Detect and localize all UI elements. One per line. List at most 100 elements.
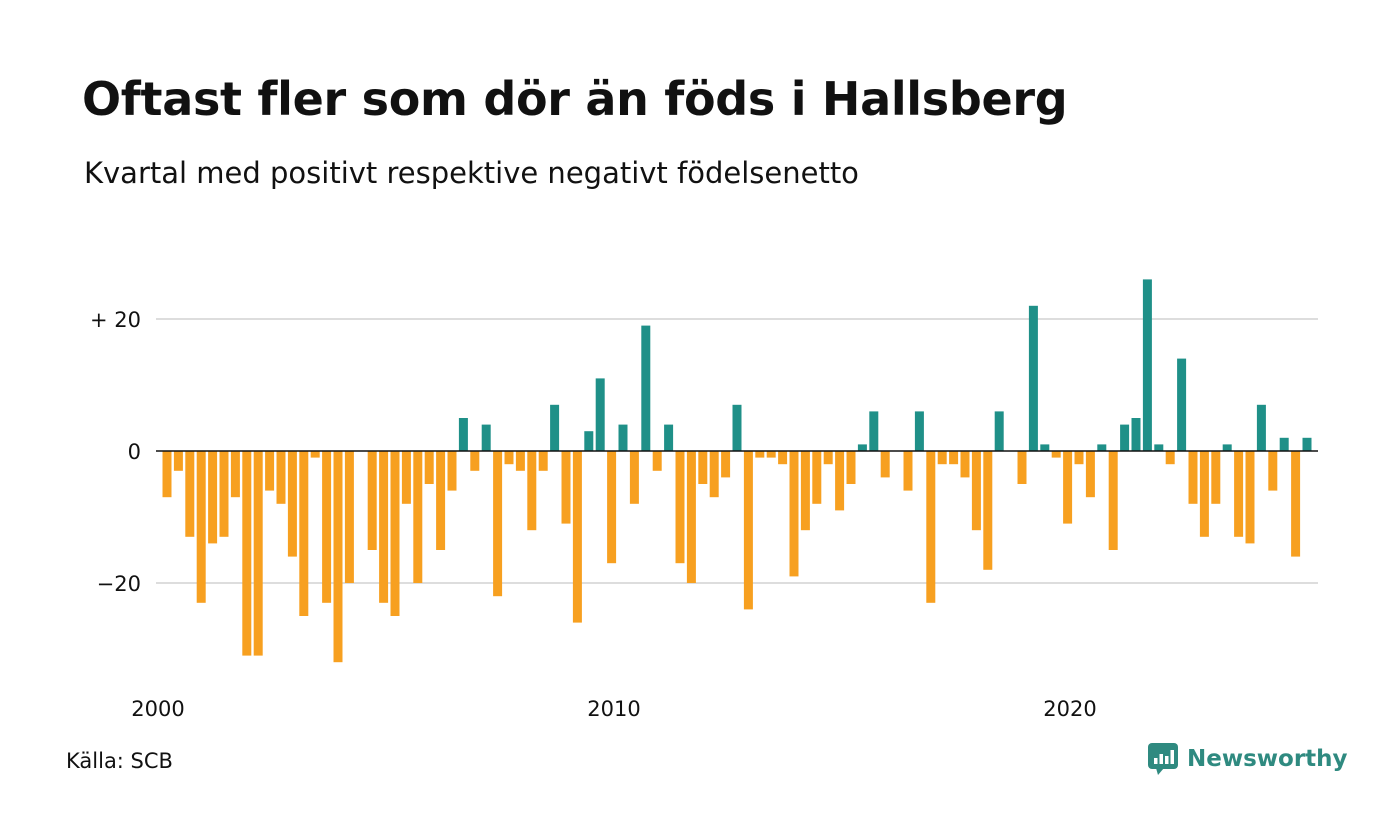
tick-labels: + 20 0 −20 2000 2010 2020 xyxy=(90,308,1097,721)
bar xyxy=(561,451,571,524)
bar xyxy=(299,451,309,616)
bar xyxy=(732,404,742,451)
bar xyxy=(1040,444,1050,451)
bar xyxy=(686,451,696,583)
bar xyxy=(1188,451,1198,504)
bar xyxy=(1063,451,1073,524)
source-note: Källa: SCB xyxy=(66,749,173,773)
bar xyxy=(322,451,332,603)
bar xyxy=(538,451,548,471)
bar xyxy=(778,451,788,465)
bar xyxy=(812,451,822,504)
bar xyxy=(173,451,183,471)
bar xyxy=(914,411,924,451)
bar xyxy=(1211,451,1221,504)
bar xyxy=(504,451,514,465)
bar xyxy=(823,451,833,465)
bar xyxy=(1222,444,1232,451)
bar xyxy=(857,444,867,451)
bar xyxy=(835,451,845,511)
bar xyxy=(880,451,890,478)
bar xyxy=(755,451,765,458)
bar xyxy=(185,451,195,537)
bar xyxy=(709,451,719,498)
bar xyxy=(1234,451,1244,537)
bar xyxy=(572,451,582,623)
bar xyxy=(1051,451,1061,458)
bar xyxy=(641,325,651,451)
bar xyxy=(743,451,753,610)
bar xyxy=(607,451,617,564)
bar xyxy=(800,451,810,531)
bar xyxy=(1028,305,1038,451)
bar xyxy=(1097,444,1107,451)
bar xyxy=(367,451,377,550)
bar xyxy=(960,451,970,478)
bar xyxy=(971,451,981,531)
bar xyxy=(1165,451,1175,465)
chart-subtitle: Kvartal med positivt respektive negativt… xyxy=(84,156,859,190)
y-tick-label: 0 xyxy=(128,440,141,464)
newsworthy-logo-icon xyxy=(1148,743,1178,775)
bar xyxy=(310,451,320,458)
bar xyxy=(515,451,525,471)
bar xyxy=(1199,451,1209,537)
brand-logo: Newsworthy xyxy=(1147,742,1348,776)
bar xyxy=(869,411,879,451)
x-tick-label: 2000 xyxy=(131,697,184,721)
bar xyxy=(698,451,708,484)
bar xyxy=(675,451,685,564)
bar xyxy=(618,424,628,451)
bar xyxy=(994,411,1004,451)
bar xyxy=(379,451,389,603)
bar xyxy=(527,451,537,531)
bar xyxy=(1142,279,1152,451)
bar xyxy=(1131,418,1141,451)
bar xyxy=(424,451,434,484)
bar xyxy=(333,451,343,663)
bar xyxy=(493,451,503,597)
bar xyxy=(1268,451,1278,491)
bar xyxy=(664,424,674,451)
bar xyxy=(344,451,354,583)
bar xyxy=(401,451,411,504)
y-tick-label: −20 xyxy=(97,572,141,596)
bar xyxy=(265,451,275,491)
brand-name: Newsworthy xyxy=(1187,746,1348,772)
bar xyxy=(1245,451,1255,544)
bar xyxy=(287,451,297,557)
bar xyxy=(1120,424,1130,451)
bars xyxy=(162,279,1312,663)
bar xyxy=(550,404,560,451)
bar xyxy=(595,378,605,451)
x-tick-label: 2010 xyxy=(587,697,640,721)
bar xyxy=(390,451,400,616)
bar xyxy=(413,451,423,583)
x-tick-label: 2020 xyxy=(1043,697,1096,721)
bar xyxy=(1154,444,1164,451)
y-tick-label: + 20 xyxy=(90,308,141,332)
bar xyxy=(230,451,240,498)
bar xyxy=(276,451,286,504)
bar xyxy=(458,418,468,451)
bar xyxy=(208,451,218,544)
bar xyxy=(1279,437,1289,451)
bar xyxy=(470,451,480,471)
bar xyxy=(983,451,993,570)
bar xyxy=(949,451,959,465)
bar xyxy=(629,451,639,504)
bar xyxy=(481,424,491,451)
bar xyxy=(447,451,457,491)
bar xyxy=(652,451,662,471)
bar xyxy=(219,451,229,537)
bar xyxy=(1085,451,1095,498)
bar xyxy=(1108,451,1118,550)
bar xyxy=(242,451,252,656)
bar xyxy=(846,451,856,484)
bar xyxy=(1017,451,1027,484)
bar xyxy=(1074,451,1084,465)
bar xyxy=(789,451,799,577)
bar xyxy=(196,451,206,603)
bar xyxy=(937,451,947,465)
